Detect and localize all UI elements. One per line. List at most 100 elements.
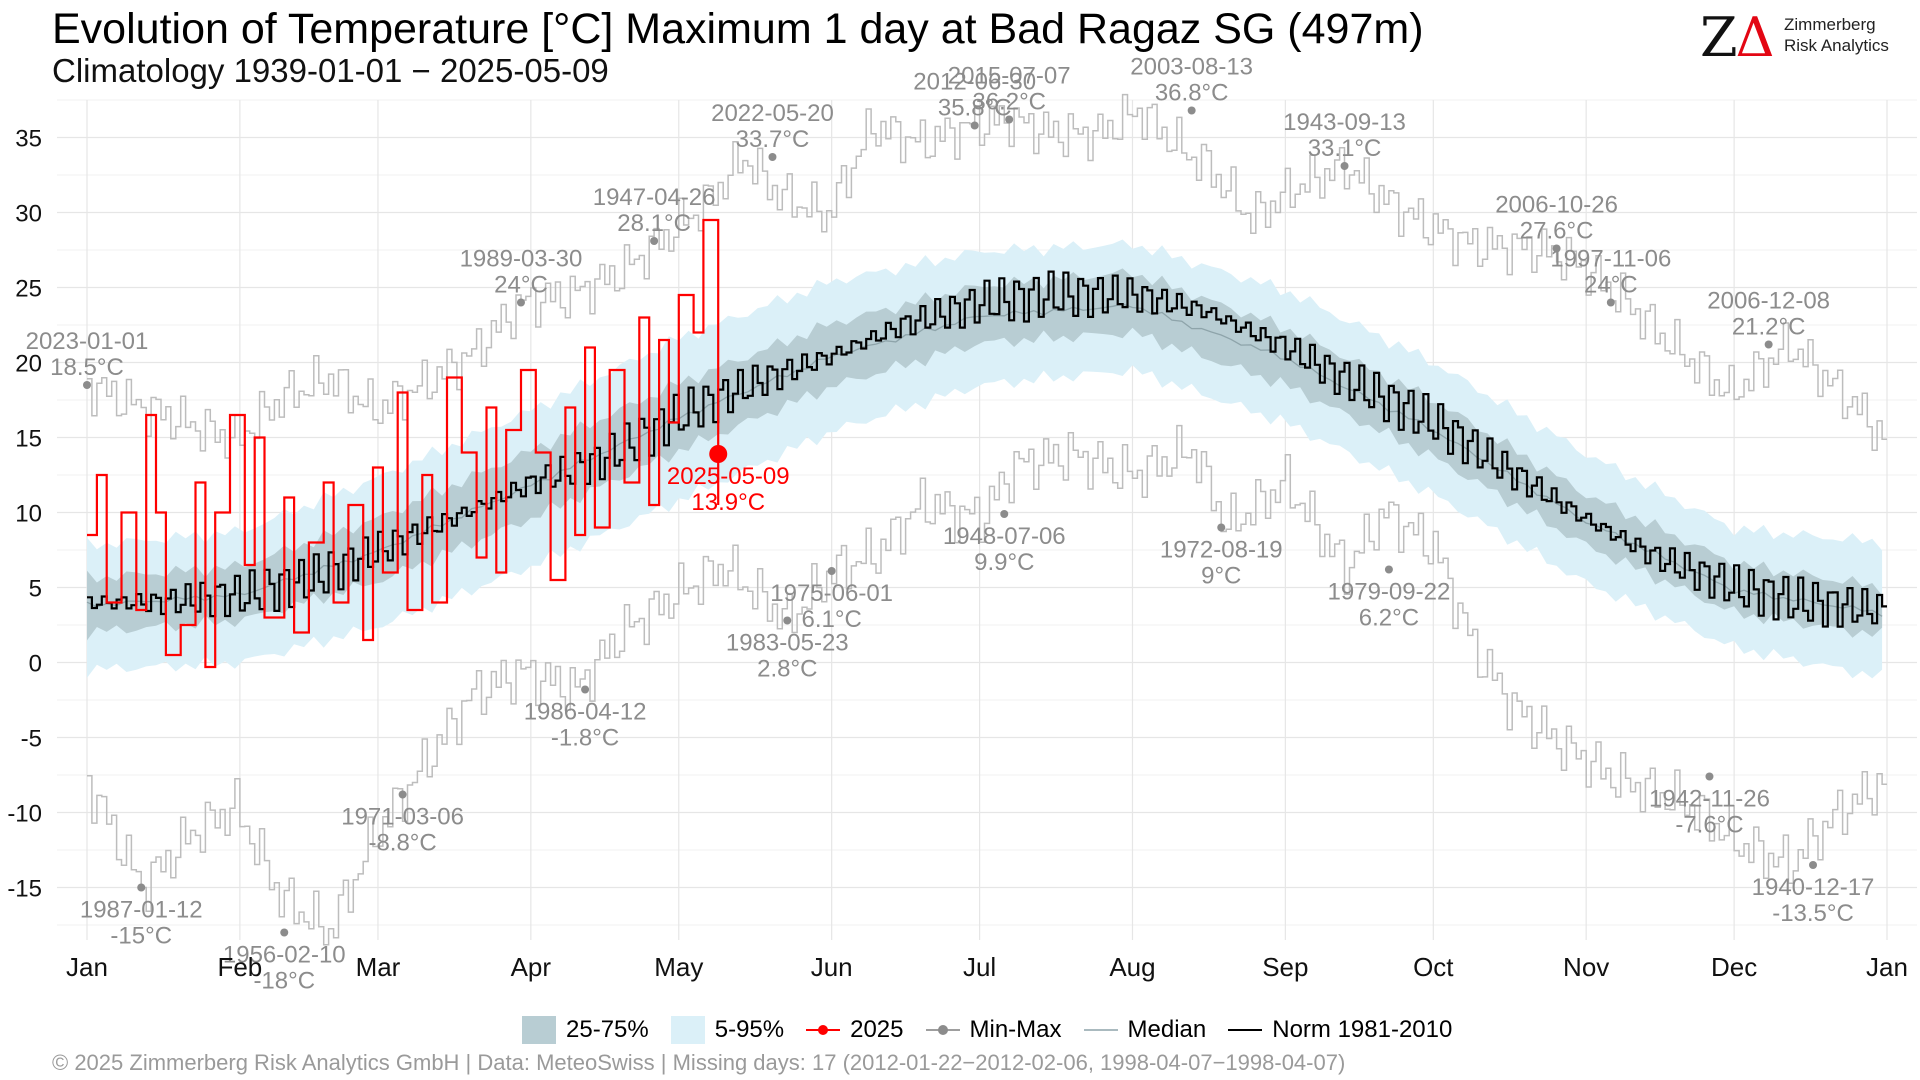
brand-logo: ZΔ Zimmerberg Risk Analytics	[1700, 8, 1910, 68]
record-point	[280, 928, 289, 937]
record-value-label: 35.8°C	[938, 95, 1012, 122]
legend-item-norm: Norm 1981-2010	[1228, 1016, 1452, 1044]
record-date-label: 1947-04-26	[593, 184, 716, 211]
record-value-label: 2.8°C	[757, 656, 817, 683]
legend-key-norm	[1228, 1029, 1263, 1031]
legend-label-current: 2025	[850, 1016, 904, 1043]
legend-label-90: 5-95%	[714, 1016, 785, 1043]
legend-key-current	[806, 1025, 841, 1035]
record-value-label: 18.5°C	[50, 354, 124, 381]
min-record-line	[87, 424, 1887, 946]
logo-text: Zimmerberg Risk Analytics	[1784, 14, 1889, 56]
y-tick-label: 0	[29, 651, 42, 678]
record-point	[398, 790, 407, 799]
logo-line-2: Risk Analytics	[1784, 36, 1889, 55]
legend-label-median: Median	[1127, 1016, 1207, 1043]
current-year-line	[87, 218, 728, 669]
record-point	[1000, 510, 1009, 518]
record-point	[783, 616, 792, 625]
record-point	[1384, 565, 1393, 574]
record-value-label: -1.8°C	[551, 725, 619, 752]
x-tick-label: Feb	[217, 952, 262, 982]
logo-mark: ZΔ	[1700, 6, 1775, 69]
y-tick-label: 5	[29, 576, 42, 603]
legend-item-minmax: Min-Max	[925, 1016, 1062, 1044]
temperature-chart: 2023-01-0118.5°C1989-03-3024°C1947-04-26…	[7, 54, 1917, 995]
record-date-label: 1975-06-01	[770, 580, 893, 607]
footer-credits: © 2025 Zimmerberg Risk Analytics GmbH | …	[52, 1050, 1346, 1075]
record-date-label: 1989-03-30	[460, 246, 583, 273]
record-value-label: 24°C	[494, 272, 548, 299]
record-point	[1705, 772, 1714, 781]
record-date-label: 1983-05-23	[726, 630, 849, 657]
norm-path	[87, 270, 1887, 628]
legend: 25-75% 5-95% 2025 Min-Max Median Norm 19…	[522, 1013, 1474, 1047]
legend-item-iqr: 25-75%	[522, 1016, 649, 1044]
record-point	[1217, 523, 1226, 532]
record-point	[1764, 340, 1773, 349]
record-value-label: -18°C	[253, 968, 315, 995]
record-date-label: 1942-11-26	[1649, 786, 1770, 813]
y-tick-label: 35	[15, 126, 42, 153]
x-tick-label: Oct	[1413, 952, 1454, 982]
record-value-label: -13.5°C	[1772, 900, 1854, 927]
record-date-label: 1987-01-12	[80, 897, 203, 924]
record-value-label: 13.9°C	[691, 489, 765, 516]
x-tick-label: Aug	[1109, 952, 1155, 982]
x-tick-label: Apr	[511, 952, 552, 982]
legend-key-iqr	[522, 1016, 556, 1044]
median-path	[86, 303, 1883, 617]
logo-line-1: Zimmerberg	[1784, 15, 1876, 34]
record-value-label: 6.1°C	[802, 606, 862, 633]
record-date-label: 2012-06-30	[913, 69, 1036, 96]
record-point	[581, 685, 590, 694]
record-date-label: 1956-02-10	[223, 942, 346, 969]
record-date-label: 1972-08-19	[1160, 537, 1283, 564]
record-date-label: 1971-03-06	[341, 804, 464, 831]
y-tick-label: 25	[15, 276, 42, 303]
record-point	[137, 883, 146, 892]
record-date-label: 1943-09-13	[1283, 109, 1406, 136]
band-iqr-area	[87, 268, 1883, 641]
record-point	[516, 298, 525, 307]
x-tick-label: Mar	[356, 952, 401, 982]
y-tick-label: -10	[7, 801, 42, 828]
record-point	[970, 121, 979, 130]
x-tick-label: Jul	[963, 952, 996, 982]
record-date-label: 1940-12-17	[1752, 874, 1875, 901]
y-tick-label: 10	[15, 501, 42, 528]
record-value-label: -15°C	[110, 923, 172, 950]
record-point	[827, 567, 836, 575]
median-line	[86, 303, 1883, 617]
chart-subtitle: Climatology 1939-01-01 − 2025-05-09	[52, 52, 609, 89]
legend-item-current: 2025	[806, 1016, 904, 1044]
record-value-label: 27.6°C	[1520, 218, 1594, 245]
x-tick-label: Sep	[1262, 952, 1308, 982]
record-date-label: 2006-12-08	[1707, 288, 1830, 315]
record-value-label: 33.7°C	[736, 126, 810, 153]
x-tick-label: Dec	[1711, 952, 1757, 982]
record-date-label: 2003-08-13	[1130, 54, 1253, 81]
record-value-label: 24°C	[1584, 272, 1638, 299]
x-tick-label: Jan	[1866, 952, 1908, 982]
record-value-label: 21.2°C	[1732, 314, 1806, 341]
annotations: 2023-01-0118.5°C1989-03-3024°C1947-04-26…	[26, 54, 1875, 995]
y-tick-label: 20	[15, 351, 42, 378]
legend-label-minmax: Min-Max	[969, 1016, 1062, 1043]
current-year-path	[87, 218, 720, 669]
record-date-label: 2025-05-09	[667, 463, 790, 490]
record-value-label: 36.8°C	[1155, 80, 1229, 107]
x-tick-label: Jan	[66, 952, 108, 982]
legend-item-90: 5-95%	[670, 1016, 785, 1044]
record-value-label: 36.2°C	[972, 89, 1046, 116]
legend-key-minmax	[925, 1025, 960, 1035]
record-date-label: 1948-07-06	[943, 523, 1066, 550]
record-point	[1552, 244, 1561, 253]
record-date-label: 2022-05-20	[711, 100, 834, 127]
record-date-label: 2006-10-26	[1495, 192, 1618, 219]
x-tick-label: Nov	[1563, 952, 1609, 982]
legend-key-median	[1083, 1029, 1118, 1031]
record-point	[1005, 115, 1014, 124]
record-point	[83, 381, 91, 389]
record-point	[650, 237, 659, 245]
